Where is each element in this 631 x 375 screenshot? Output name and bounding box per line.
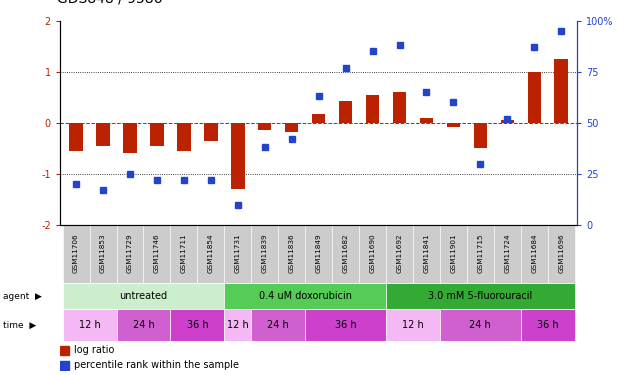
Text: 12 h: 12 h [402, 320, 424, 330]
Bar [392, 92, 406, 123]
Bar [500, 120, 514, 123]
Bar [123, 123, 137, 153]
Text: GSM11853: GSM11853 [100, 233, 106, 273]
Text: GSM11682: GSM11682 [343, 233, 348, 273]
Bar [440, 225, 467, 283]
Text: 24 h: 24 h [268, 320, 289, 330]
Bar [225, 309, 251, 341]
Text: GSM11849: GSM11849 [316, 233, 322, 273]
Bar [386, 309, 440, 341]
Bar [117, 225, 143, 283]
Bar [258, 123, 271, 130]
Text: 12 h: 12 h [227, 320, 249, 330]
Bar [494, 225, 521, 283]
Text: GSM11746: GSM11746 [154, 233, 160, 273]
Bar [386, 283, 575, 309]
Bar [521, 225, 548, 283]
Text: GSM11731: GSM11731 [235, 233, 241, 273]
Text: GSM11684: GSM11684 [531, 233, 537, 273]
Text: GSM11715: GSM11715 [477, 233, 483, 273]
Text: 3.0 mM 5-fluorouracil: 3.0 mM 5-fluorouracil [428, 291, 533, 301]
Bar [521, 309, 575, 341]
Bar [339, 101, 352, 123]
Bar [62, 283, 225, 309]
Text: 36 h: 36 h [537, 320, 558, 330]
Text: 12 h: 12 h [79, 320, 100, 330]
Bar [231, 123, 245, 189]
Bar [204, 123, 218, 141]
Bar [548, 225, 575, 283]
Bar [198, 225, 225, 283]
Bar [117, 309, 170, 341]
Bar [467, 225, 494, 283]
Text: agent  ▶: agent ▶ [3, 292, 42, 301]
Bar [170, 309, 225, 341]
Text: 24 h: 24 h [469, 320, 491, 330]
Bar [62, 225, 90, 283]
Bar [555, 59, 568, 123]
Bar [305, 225, 332, 283]
Bar [386, 225, 413, 283]
Bar [225, 283, 386, 309]
Bar [285, 123, 298, 132]
Text: GSM11706: GSM11706 [73, 233, 79, 273]
Bar [60, 361, 69, 370]
Bar [474, 123, 487, 148]
Text: GSM11841: GSM11841 [423, 233, 430, 273]
Bar [305, 309, 386, 341]
Text: log ratio: log ratio [74, 345, 115, 355]
Bar [420, 118, 433, 123]
Text: GSM11836: GSM11836 [289, 233, 295, 273]
Bar [332, 225, 359, 283]
Bar [251, 309, 305, 341]
Bar [225, 225, 251, 283]
Bar [312, 114, 326, 123]
Text: 36 h: 36 h [187, 320, 208, 330]
Text: GDS848 / 9586: GDS848 / 9586 [57, 0, 162, 6]
Bar [90, 225, 117, 283]
Bar [143, 225, 170, 283]
Bar [60, 346, 69, 355]
Text: 36 h: 36 h [335, 320, 357, 330]
Bar [366, 95, 379, 123]
Bar [62, 309, 117, 341]
Bar [97, 123, 110, 146]
Text: GSM11696: GSM11696 [558, 233, 564, 273]
Bar [278, 225, 305, 283]
Bar [528, 72, 541, 123]
Text: GSM11839: GSM11839 [262, 233, 268, 273]
Text: GSM11724: GSM11724 [504, 233, 510, 273]
Bar [359, 225, 386, 283]
Text: untreated: untreated [119, 291, 168, 301]
Text: GSM11901: GSM11901 [451, 233, 456, 273]
Text: GSM11690: GSM11690 [370, 233, 375, 273]
Text: percentile rank within the sample: percentile rank within the sample [74, 360, 239, 370]
Bar [447, 123, 460, 127]
Text: GSM11711: GSM11711 [181, 233, 187, 273]
Bar [150, 123, 163, 146]
Bar [170, 225, 198, 283]
Text: GSM11854: GSM11854 [208, 233, 214, 273]
Text: 24 h: 24 h [133, 320, 155, 330]
Text: GSM11729: GSM11729 [127, 233, 133, 273]
Bar [251, 225, 278, 283]
Text: GSM11692: GSM11692 [396, 233, 403, 273]
Bar [440, 309, 521, 341]
Bar [69, 123, 83, 151]
Text: 0.4 uM doxorubicin: 0.4 uM doxorubicin [259, 291, 351, 301]
Text: time  ▶: time ▶ [3, 321, 37, 330]
Bar [413, 225, 440, 283]
Bar [177, 123, 191, 151]
